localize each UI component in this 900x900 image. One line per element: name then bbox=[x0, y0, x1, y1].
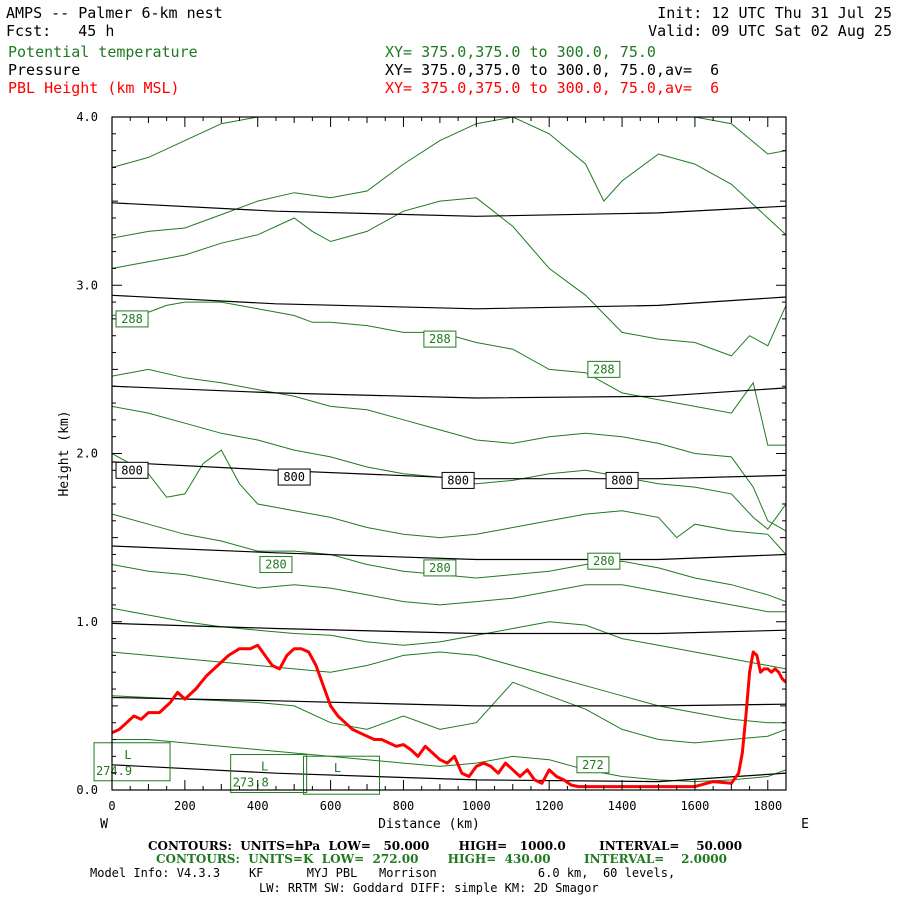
x-tick-label: 600 bbox=[320, 799, 342, 813]
y-tick-label: 3.0 bbox=[76, 278, 98, 292]
x-axis-label: Distance (km) bbox=[378, 817, 480, 832]
plot-frame bbox=[111, 116, 787, 791]
pressure-contours bbox=[112, 202, 786, 783]
y-tick-label: 4.0 bbox=[76, 110, 98, 124]
valid-time: Valid: 09 UTC Sat 02 Aug 25 bbox=[648, 22, 892, 40]
theta-contour-5 bbox=[112, 405, 786, 530]
theta-contour-9 bbox=[112, 607, 786, 670]
field-pbl-name: PBL Height (km MSL) bbox=[8, 79, 180, 97]
theta-contour-11 bbox=[112, 681, 786, 744]
theta-contour-2 bbox=[112, 197, 786, 357]
field-theta-xy: XY= 375.0,375.0 to 300.0, 75.0 bbox=[385, 43, 656, 61]
theta-contour-8 bbox=[112, 564, 786, 613]
y-tick-label: 2.0 bbox=[76, 447, 98, 461]
pressure-label-0-box bbox=[115, 461, 149, 479]
east-label: E bbox=[801, 817, 809, 832]
pressure-contour-0 bbox=[112, 202, 786, 217]
footer-model-info-1: Model Info: V4.3.3 KF MYJ PBL Morrison 6… bbox=[90, 866, 676, 880]
pressure-label-3: 800 bbox=[611, 473, 633, 487]
x-tick-label: 1000 bbox=[462, 799, 491, 813]
footer-model-info-2: LW: RRTM SW: Goddard DIFF: simple KM: 2D… bbox=[259, 881, 599, 895]
low-marker-value-1: 273.8 bbox=[233, 776, 269, 790]
pbl-height-line bbox=[112, 643, 786, 789]
init-time: Init: 12 UTC Thu 31 Jul 25 bbox=[657, 4, 892, 22]
theta-contour-6 bbox=[112, 449, 786, 555]
pressure-contour-6 bbox=[112, 696, 786, 707]
axes: 0 200 400 600 800 1000 1200 1400 1600 1800 0.0 1.0 2… bbox=[57, 110, 809, 832]
theta-contour-4 bbox=[112, 368, 786, 532]
pressure-contour-2 bbox=[112, 385, 786, 399]
theta-label-1-box bbox=[423, 330, 457, 348]
theta-contour-7 bbox=[112, 513, 786, 603]
field-theta-name: Potential temperature bbox=[8, 43, 198, 61]
x-tick-label: 200 bbox=[174, 799, 196, 813]
pbl-height-series bbox=[112, 643, 786, 789]
theta-contour-0 bbox=[112, 117, 786, 168]
theta-label-0-box bbox=[115, 310, 149, 328]
theta-contour-1 bbox=[112, 117, 786, 239]
pressure-contour-4 bbox=[112, 545, 786, 561]
theta-label-3-box bbox=[259, 556, 293, 574]
pressure-contour-1 bbox=[112, 294, 786, 310]
contour-labels: 800 800 800 800 288 288 288 280 280 280 272 L 274.9 L… bbox=[93, 310, 639, 795]
pressure-contour-7 bbox=[112, 764, 786, 783]
forecast-hour: Fcst: 45 h bbox=[6, 22, 115, 40]
theta-label-5-box bbox=[587, 552, 621, 570]
y-tick-label: 1.0 bbox=[76, 615, 98, 629]
low-marker-letter-2: L bbox=[334, 761, 341, 775]
x-tick-label: 1800 bbox=[753, 799, 782, 813]
footer-pressure-contours: CONTOURS: UNITS=hPa LOW= 50.000 HIGH= 10… bbox=[148, 839, 743, 853]
theta-label-2-box bbox=[587, 360, 621, 378]
west-label: W bbox=[100, 817, 108, 832]
x-tick-label: 1600 bbox=[680, 799, 709, 813]
footer-theta-contours: CONTOURS: UNITS=K LOW= 272.00 HIGH= 430.… bbox=[156, 852, 727, 866]
theta-label-6: 272 bbox=[582, 758, 604, 772]
low-marker-letter-1: L bbox=[261, 760, 268, 774]
pressure-contour-3 bbox=[112, 461, 786, 480]
theta-label-5: 280 bbox=[593, 554, 615, 568]
pressure-label-0: 800 bbox=[121, 463, 143, 477]
theta-contour-10 bbox=[112, 651, 786, 724]
x-tick-label: 1400 bbox=[608, 799, 637, 813]
theta-label-0: 288 bbox=[121, 312, 143, 326]
theta-label-2: 288 bbox=[593, 362, 615, 376]
pressure-contour-5 bbox=[112, 622, 786, 635]
model-title: AMPS -- Palmer 6-km nest bbox=[6, 4, 223, 22]
low-marker-value-0: 274.9 bbox=[96, 764, 132, 778]
theta-contour-3 bbox=[112, 301, 786, 446]
y-tick-label: 0.0 bbox=[76, 783, 98, 797]
x-tick-label: 0 bbox=[108, 799, 115, 813]
theta-contours bbox=[112, 117, 786, 783]
low-marker-box-1 bbox=[230, 754, 308, 794]
y-axis-label: Height (km) bbox=[57, 410, 72, 496]
x-tick-label: 400 bbox=[247, 799, 269, 813]
pressure-label-3-box bbox=[605, 471, 639, 489]
x-tick-label: 1200 bbox=[535, 799, 564, 813]
pressure-label-2: 800 bbox=[447, 473, 469, 487]
field-pressure-name: Pressure bbox=[8, 61, 81, 79]
theta-label-3: 280 bbox=[265, 558, 287, 572]
field-pressure-xy: XY= 375.0,375.0 to 300.0, 75.0,av= 6 bbox=[385, 61, 720, 79]
low-marker-box-2 bbox=[303, 755, 381, 795]
field-pbl-xy: XY= 375.0,375.0 to 300.0, 75.0,av= 6 bbox=[385, 79, 720, 97]
pressure-label-2-box bbox=[441, 471, 475, 489]
pressure-label-1-box bbox=[277, 468, 311, 486]
low-marker-letter-0: L bbox=[124, 748, 131, 762]
low-marker-box-0 bbox=[93, 742, 171, 782]
pressure-label-1: 800 bbox=[283, 470, 305, 484]
theta-label-6-box bbox=[576, 756, 610, 774]
theta-label-4-box bbox=[423, 559, 457, 577]
theta-label-1: 288 bbox=[429, 332, 451, 346]
theta-label-4: 280 bbox=[429, 561, 451, 575]
x-tick-label: 800 bbox=[393, 799, 415, 813]
